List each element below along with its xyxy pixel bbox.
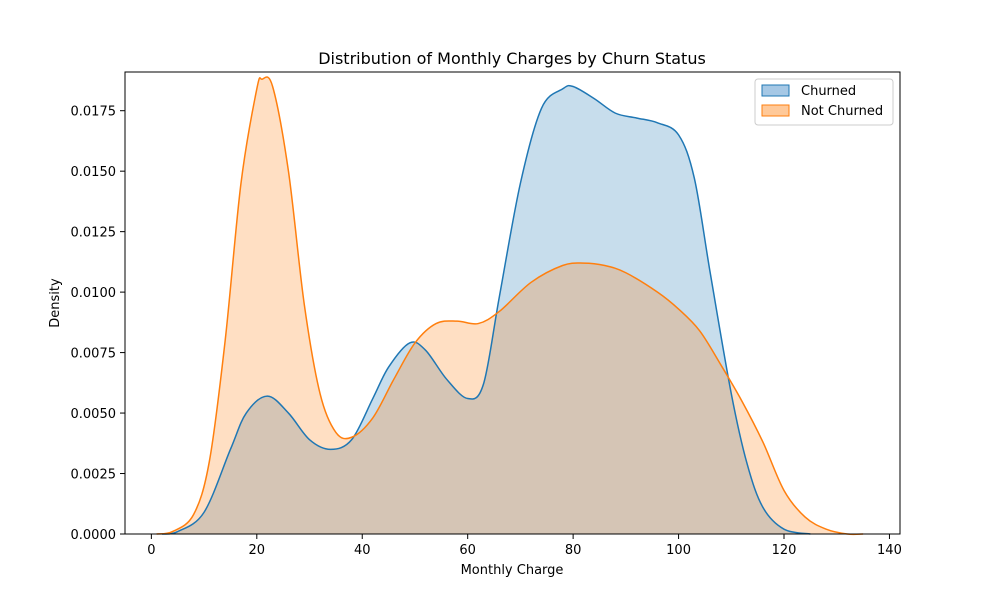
x-axis-label: Monthly Charge	[461, 563, 564, 578]
y-tick-label: 0.0125	[71, 226, 117, 241]
x-tick-label: 0	[147, 543, 155, 558]
y-tick-label: 0.0100	[71, 286, 117, 301]
plot-area	[156, 76, 864, 536]
axes-frame	[124, 71, 901, 535]
x-axis: 0 20 40 60 80 100 120 140	[147, 534, 902, 558]
legend: Churned Not Churned	[754, 78, 894, 126]
x-tick-label: 100	[666, 543, 691, 558]
area-not-churned	[156, 76, 864, 535]
x-tick-label: 40	[354, 543, 371, 558]
chart-title: Distribution of Monthly Charges by Churn…	[318, 49, 706, 68]
line-not-churned	[156, 76, 864, 536]
y-tick-label: 0.0050	[71, 407, 117, 422]
x-tick-label: 20	[249, 543, 266, 558]
x-tick-label: 80	[565, 543, 582, 558]
y-tick-label: 0.0175	[71, 105, 117, 120]
y-tick-label: 0.0075	[71, 347, 117, 362]
y-axis: 0.0000 0.0025 0.0050 0.0075 0.0100 0.0125 0.01…	[71, 105, 125, 543]
line-churned	[161, 84, 811, 535]
x-tick-label: 140	[877, 543, 902, 558]
y-tick-label: 0.0025	[71, 468, 117, 483]
y-tick-label: 0.0150	[71, 165, 117, 180]
legend-label-churned: Churned	[801, 84, 856, 99]
x-tick-label: 120	[772, 543, 797, 558]
x-tick-label: 60	[459, 543, 476, 558]
area-churned	[161, 85, 811, 535]
legend-swatch-churned	[761, 84, 790, 97]
y-tick-label: 0.0000	[71, 528, 117, 543]
y-axis-label: Density	[48, 278, 63, 328]
legend-swatch-not-churned	[761, 104, 790, 117]
legend-label-not-churned: Not Churned	[801, 104, 883, 119]
